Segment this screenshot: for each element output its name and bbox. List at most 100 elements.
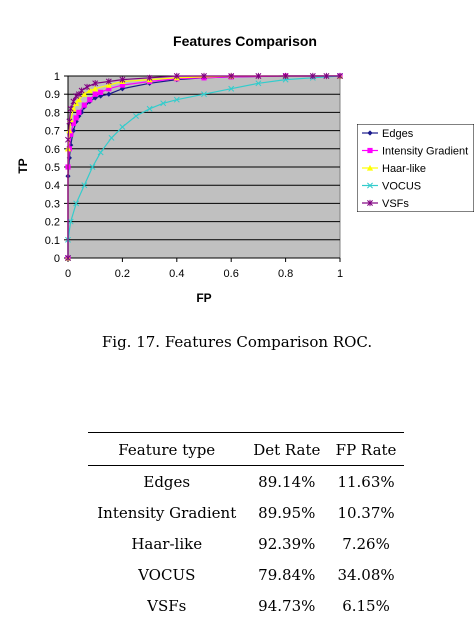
data-point-vsfs: [92, 80, 99, 87]
data-point-intensity-gradient: [76, 109, 82, 115]
data-point-vocus: [89, 164, 96, 170]
data-point-vocus: [108, 134, 115, 141]
data-point-vsfs: [323, 72, 330, 80]
table-cell: 92.39%: [258, 535, 316, 553]
data-point-vsfs: [337, 72, 343, 80]
data-point-vocus: [73, 200, 80, 207]
table-cell: 10.37%: [337, 504, 395, 522]
legend-swatch-marker-intensity-gradient: [367, 147, 373, 154]
x-axis-label: FP: [196, 291, 211, 305]
table-cell: VOCUS: [138, 566, 196, 584]
data-point-vocus: [67, 218, 74, 225]
table-cell: 89.14%: [258, 473, 316, 491]
y-tick-label: 0: [54, 253, 60, 265]
table-row: Edges 89.14% 11.63%: [88, 466, 404, 498]
legend-label-vocus: VOCUS: [382, 181, 421, 193]
table-cell: Intensity Gradient: [97, 504, 237, 522]
column-header: FP Rate: [328, 432, 404, 466]
y-tick-label: 0.7: [45, 126, 60, 138]
roc-chart: Features Comparison 0 0.1 0.2 0.3 0.4 0.5 0.6 0…: [16, 33, 474, 305]
table-cell: 94.73%: [258, 597, 316, 615]
data-point-vsfs: [65, 136, 71, 143]
data-point-intensity-gradient: [68, 131, 74, 137]
legend-swatch-marker-edges: [367, 130, 373, 136]
y-tick-label: 0.2: [45, 217, 60, 229]
data-point-vsfs: [173, 72, 180, 80]
data-point-edges: [106, 91, 112, 97]
x-tick-label: 0.8: [278, 268, 293, 280]
data-point-intensity-gradient: [81, 102, 87, 108]
table-cell: 34.08%: [337, 566, 395, 584]
data-point-intensity-gradient: [87, 97, 93, 103]
table-row: VSFs 94.73% 6.15%: [88, 590, 404, 621]
data-point-vsfs: [119, 76, 126, 83]
data-point-vsfs: [73, 92, 80, 100]
table-cell: 79.84%: [258, 566, 316, 584]
x-tick-label: 0.4: [169, 268, 184, 280]
series-layer: [64, 72, 344, 262]
legend-label-intensity-gradient: Intensity Gradient: [382, 146, 468, 158]
data-point-haar-like: [86, 87, 93, 94]
data-point-vocus: [146, 105, 153, 112]
x-tick-label: 0: [65, 268, 71, 280]
table-cell: 11.63%: [337, 473, 395, 491]
legend-swatch-marker-haar-like: [366, 164, 374, 171]
y-tick-label: 0.3: [45, 198, 60, 210]
data-point-intensity-gradient: [70, 120, 77, 126]
data-point-vsfs: [66, 118, 73, 125]
table-row: Haar-like 92.39% 7.26%: [88, 528, 404, 559]
y-tick-label: 0.9: [45, 89, 60, 101]
legend-swatch-marker-vocus: [367, 182, 373, 189]
legend: Edges Intensity Gradient Haar-like VOCUS VSF…: [357, 124, 474, 212]
y-tick-label: 0.4: [45, 180, 60, 192]
table-cell: 7.26%: [342, 535, 390, 553]
data-point-vsfs: [146, 74, 153, 81]
chart-title: Features Comparison: [173, 33, 317, 49]
table-row: VOCUS 79.84% 34.08%: [88, 559, 404, 590]
data-point-haar-like: [73, 100, 80, 106]
x-tick-label: 0.6: [224, 268, 239, 280]
data-point-intensity-gradient: [73, 115, 79, 121]
y-tick-label: 0.5: [45, 162, 60, 174]
y-tick-label: 0.8: [45, 107, 60, 119]
data-point-vocus: [201, 91, 207, 98]
data-point-intensity-gradient: [92, 91, 98, 97]
data-point-vsfs: [228, 72, 235, 80]
x-tick-label: 1: [337, 268, 343, 280]
data-point-vocus: [97, 149, 104, 156]
table-cell: Edges: [143, 473, 191, 491]
table-cell: Haar-like: [131, 535, 203, 553]
table-header-row: Feature type Det Rate FP Rate: [88, 432, 404, 466]
data-point-vsfs: [201, 72, 207, 80]
table-cell: 89.95%: [258, 504, 316, 522]
data-point-vocus: [133, 113, 139, 119]
table-cell: VSFs: [147, 597, 187, 615]
column-header: Det Rate: [245, 432, 329, 466]
data-point-haar-like: [92, 85, 99, 92]
data-point-haar-like: [81, 91, 88, 97]
data-point-vsfs: [78, 87, 85, 94]
y-axis-label: TP: [16, 158, 30, 173]
data-point-intensity-gradient: [106, 86, 112, 92]
y-tick-label: 0.1: [45, 235, 60, 247]
data-point-vocus: [173, 96, 180, 103]
data-point-intensity-gradient: [98, 89, 104, 95]
data-point-vsfs: [105, 78, 112, 85]
table-row: Intensity Gradient 89.95% 10.37%: [88, 497, 404, 528]
legend-swatch-marker-vsfs: [367, 199, 373, 207]
data-point-haar-like: [75, 96, 82, 103]
y-tick-label: 0.6: [45, 144, 60, 156]
data-point-vsfs: [70, 98, 77, 105]
figure-caption: Fig. 17. Features Comparison ROC.: [101, 333, 373, 351]
legend-label-haar-like: Haar-like: [382, 163, 426, 175]
data-point-vocus: [119, 124, 126, 130]
data-point-vsfs: [282, 72, 289, 80]
data-point-vsfs: [65, 254, 71, 262]
results-table: Feature type Det Rate FP Rate Edges 89.1…: [88, 432, 404, 621]
table-cell: 6.15%: [342, 597, 390, 615]
data-point-vocus: [160, 100, 167, 107]
data-point-vsfs: [309, 72, 316, 80]
data-point-haar-like: [66, 127, 73, 134]
data-point-vsfs: [67, 105, 74, 112]
y-tick-label: 1: [54, 71, 60, 83]
